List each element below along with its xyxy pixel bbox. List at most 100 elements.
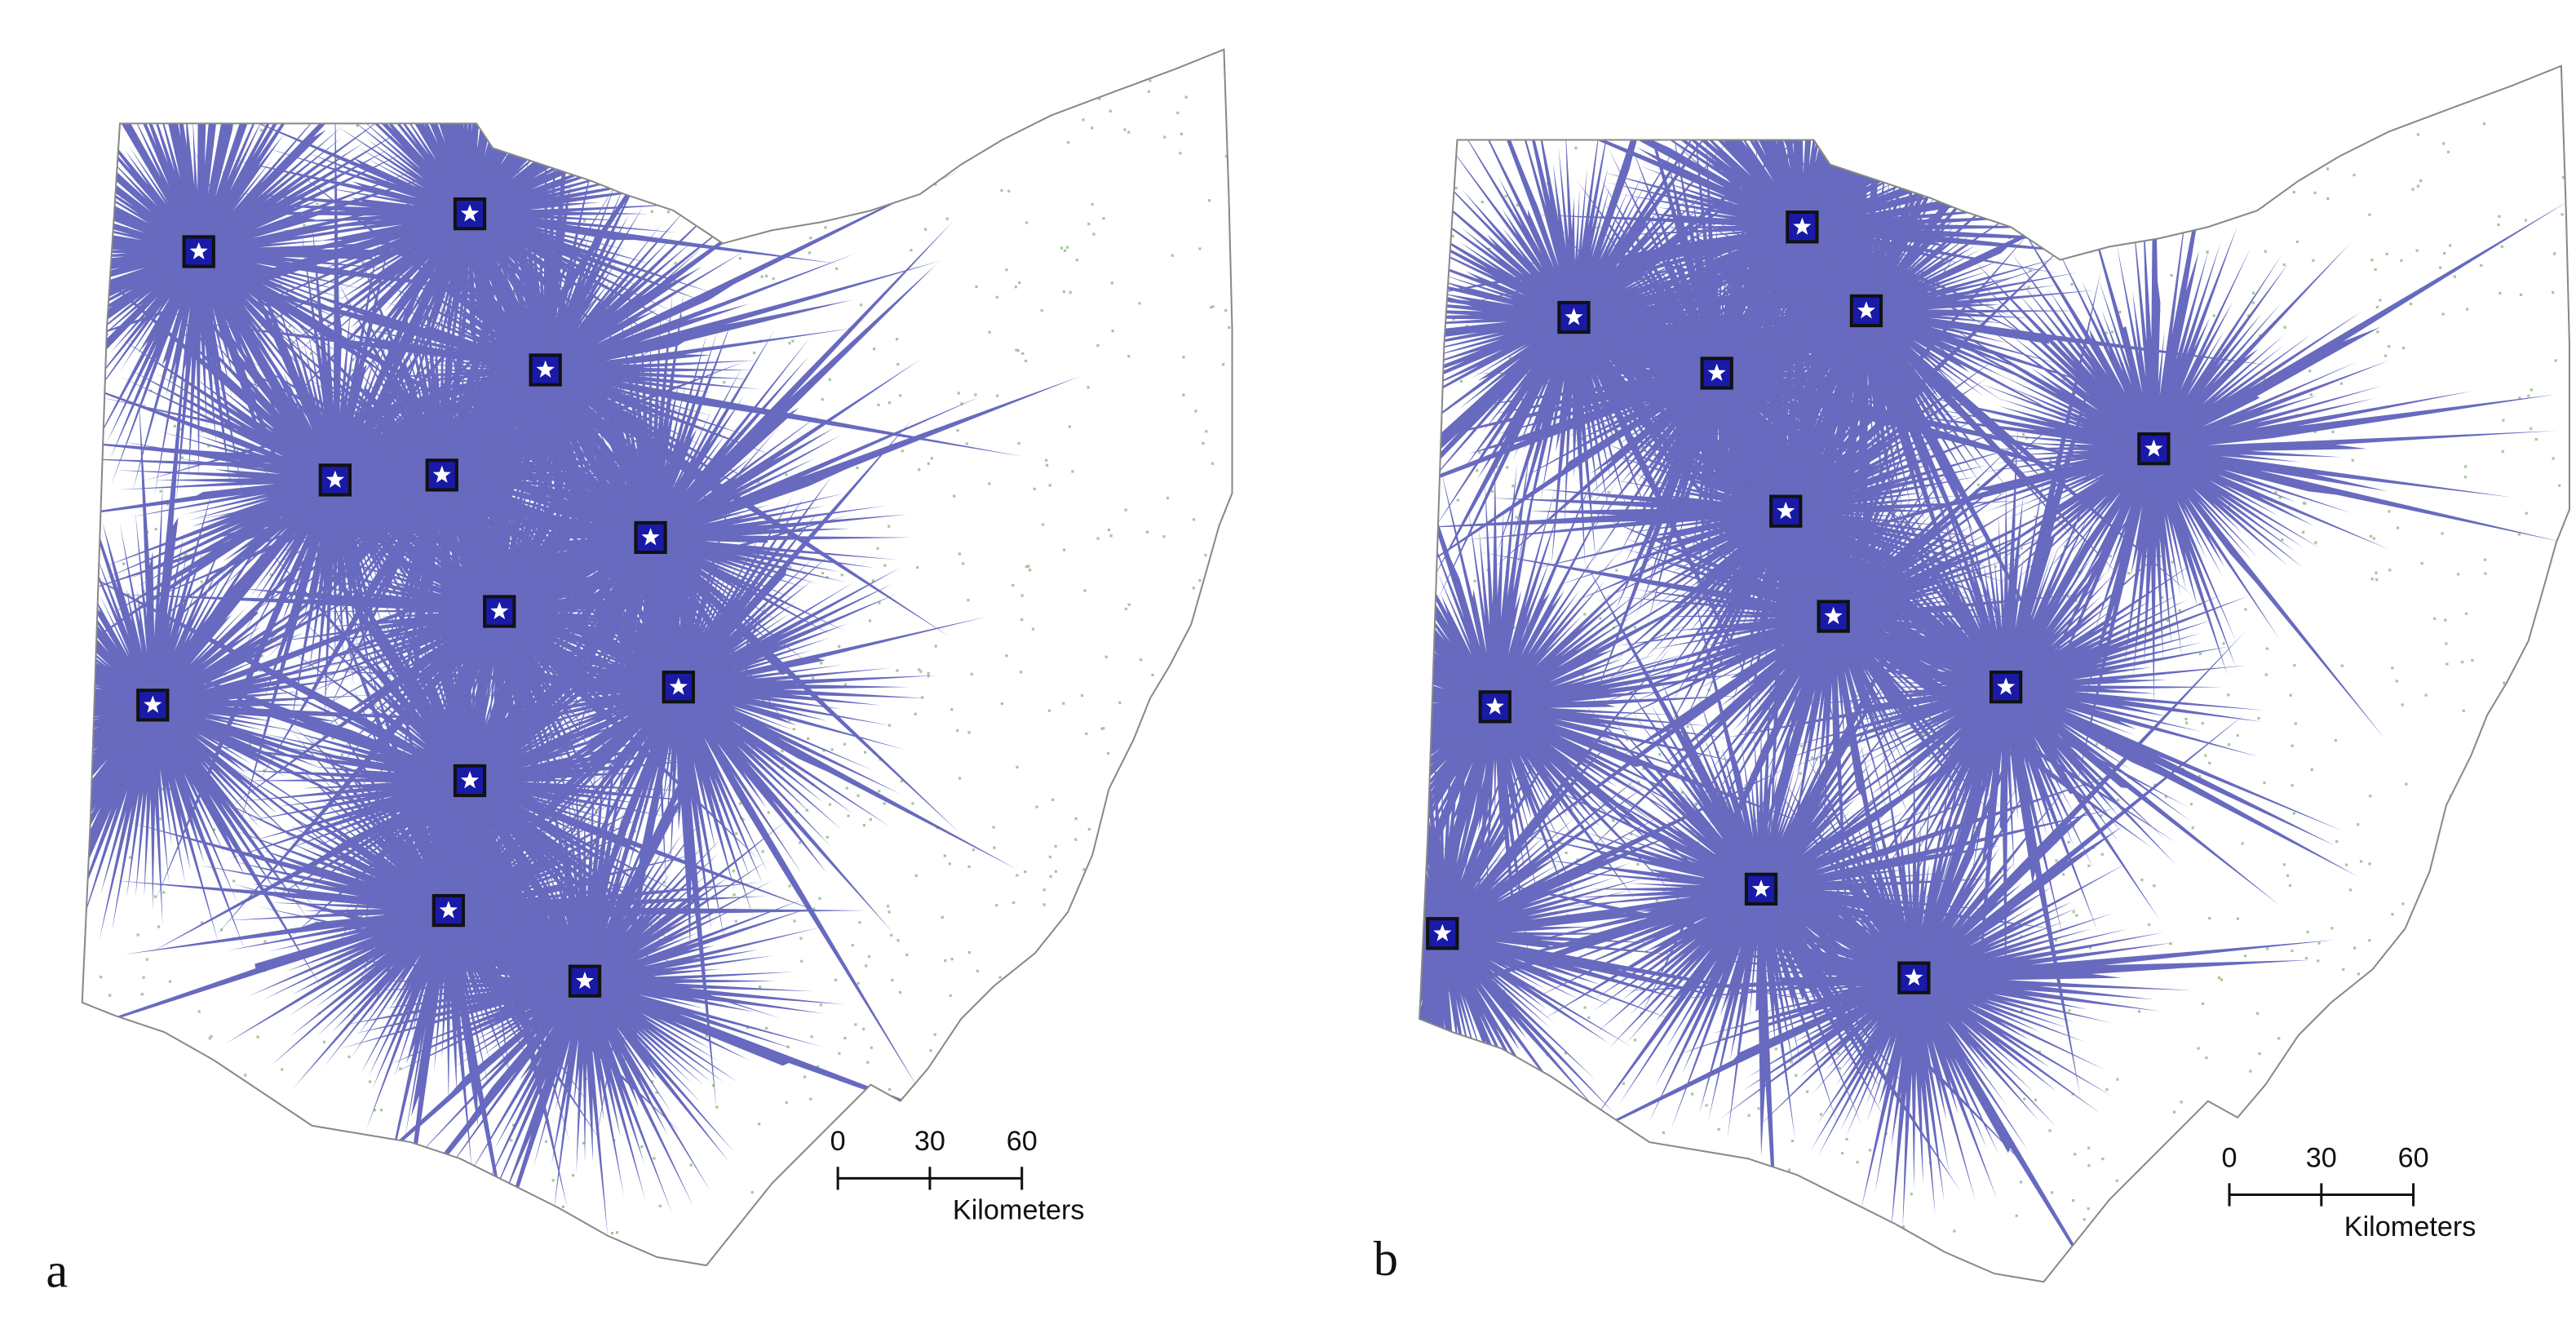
land-cover-dot [578, 817, 582, 821]
land-cover-dot [1020, 594, 1024, 597]
land-cover-dot [1111, 330, 1114, 333]
land-cover-dot [1010, 1079, 1014, 1083]
land-cover-dot [1658, 753, 1662, 756]
land-cover-dot [2164, 795, 2167, 799]
land-cover-dot [2500, 245, 2503, 248]
land-cover-dot [927, 675, 930, 678]
land-cover-dot [240, 1103, 243, 1106]
land-cover-dot [2456, 573, 2460, 576]
land-cover-dot [303, 224, 306, 227]
land-cover-dot [351, 369, 354, 372]
land-cover-dot [1143, 1021, 1146, 1024]
land-cover-dot [169, 68, 173, 71]
land-cover-dot [1144, 880, 1147, 884]
land-cover-dot [1225, 565, 1228, 569]
land-cover-dot [972, 848, 976, 852]
land-cover-dot [1171, 1030, 1175, 1033]
land-cover-dot [1744, 784, 1747, 787]
land-cover-dot [2127, 572, 2131, 575]
land-cover-dot [2222, 642, 2225, 645]
land-cover-dot [856, 981, 860, 985]
station-marker [182, 235, 215, 268]
scale-tick-label: 0 [2222, 1142, 2237, 1173]
land-cover-dot [1003, 1036, 1007, 1039]
land-cover-dot [2171, 560, 2175, 564]
land-cover-dot [2561, 755, 2565, 759]
land-cover-dot [2251, 291, 2255, 294]
land-cover-dot [2105, 746, 2108, 751]
land-cover-dot [2202, 1137, 2206, 1140]
land-cover-dot [2467, 892, 2470, 895]
land-cover-dot [2072, 910, 2075, 914]
land-cover-dot [887, 724, 892, 727]
land-cover-dot [1082, 1159, 1086, 1162]
land-cover-dot [2558, 484, 2561, 487]
land-cover-dot [1017, 441, 1020, 445]
land-cover-dot [2520, 672, 2523, 675]
land-cover-dot [2275, 1195, 2278, 1198]
land-cover-dot [1599, 617, 1602, 620]
land-cover-dot [158, 817, 162, 821]
scale-unit: Kilometers [2344, 1211, 2476, 1242]
land-cover-dot [2161, 596, 2164, 599]
land-cover-dot [772, 277, 775, 281]
land-cover-dot [1516, 86, 1520, 90]
land-cover-dot [2171, 1262, 2175, 1265]
land-cover-dot [2121, 152, 2125, 155]
land-cover-dot [1152, 1247, 1155, 1250]
land-cover-dot [2556, 928, 2560, 932]
land-cover-dot [1932, 92, 1935, 95]
station-marker [1426, 917, 1459, 950]
land-cover-dot [2428, 941, 2432, 945]
land-cover-dot [898, 990, 902, 994]
land-cover-dot [351, 358, 355, 361]
land-cover-dot [2083, 135, 2087, 138]
land-cover-dot [652, 132, 655, 135]
land-cover-dot [210, 1034, 213, 1038]
land-cover-dot [266, 1118, 269, 1121]
station-star [1707, 363, 1726, 381]
land-cover-dot [1774, 1047, 1777, 1051]
land-cover-dot [1124, 607, 1127, 611]
land-cover-dot [820, 662, 823, 665]
land-cover-dot [2253, 204, 2256, 207]
land-cover-dot [1219, 1070, 1222, 1073]
land-cover-dot [2530, 388, 2533, 392]
land-cover-dot [2251, 301, 2255, 304]
land-cover-dot [2518, 842, 2522, 845]
land-cover-dot [1488, 247, 1491, 250]
land-cover-dot [1162, 535, 1166, 538]
land-cover-dot [1456, 498, 1459, 502]
land-cover-dot [168, 980, 172, 983]
land-cover-dot [2017, 556, 2021, 559]
land-cover-dot [962, 562, 965, 565]
land-cover-dot [1930, 150, 1933, 154]
land-cover-dot [2286, 1122, 2290, 1125]
land-cover-dot [257, 1160, 260, 1164]
land-cover-dot [757, 480, 760, 484]
land-cover-dot [2281, 538, 2284, 542]
land-cover-dot [1098, 97, 1101, 100]
land-cover-dot [1463, 1112, 1467, 1115]
land-cover-dot [1047, 709, 1051, 712]
land-cover-dot [2348, 888, 2352, 892]
land-cover-dot [219, 928, 224, 932]
land-cover-dot [1161, 884, 1164, 887]
land-cover-dot [997, 1003, 1000, 1006]
land-cover-dot [1232, 1241, 1233, 1244]
land-cover-dot [1109, 534, 1113, 538]
land-cover-dot [1068, 425, 1071, 428]
land-cover-dot [1506, 466, 1509, 469]
land-cover-dot [2317, 1036, 2320, 1039]
land-cover-dot [814, 1157, 817, 1160]
land-cover-dot [209, 1153, 212, 1156]
land-cover-dot [2453, 1025, 2456, 1029]
land-cover-dot [1423, 1040, 1427, 1043]
land-cover-dot [269, 574, 273, 577]
land-cover-dot [1881, 166, 1884, 170]
land-cover-dot [818, 897, 821, 900]
land-cover-dot [1795, 1074, 1798, 1077]
land-cover-dot [1059, 1171, 1062, 1175]
land-cover-dot [248, 742, 252, 746]
land-cover-dot [2034, 515, 2038, 519]
